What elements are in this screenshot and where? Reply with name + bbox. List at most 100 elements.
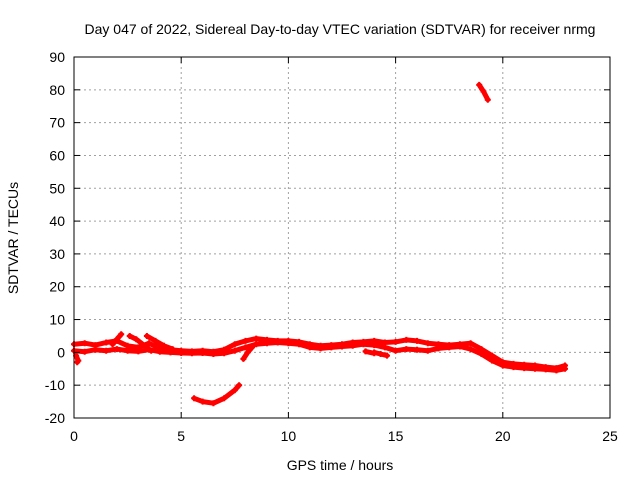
- data-point: [446, 344, 453, 351]
- data-point: [371, 342, 378, 349]
- series-layer: [71, 81, 568, 407]
- data-point: [381, 344, 388, 351]
- data-point: [169, 346, 176, 353]
- data-point: [199, 350, 206, 356]
- data-point: [499, 362, 506, 369]
- data-point: [118, 331, 125, 338]
- x-tick-label: 10: [281, 428, 297, 444]
- series-negative-dip: [191, 382, 242, 406]
- data-point: [244, 349, 251, 356]
- x-tick-label: 25: [602, 428, 618, 444]
- data-point: [210, 400, 217, 407]
- data-point: [199, 398, 206, 405]
- y-tick-labels: -20 -10 0 10 20 30 40 50 60 70 80 90: [45, 49, 65, 426]
- data-point: [521, 365, 528, 372]
- series-arc-3-5h: [144, 333, 176, 352]
- data-point: [476, 81, 483, 88]
- data-point: [362, 348, 369, 355]
- data-point: [478, 351, 485, 357]
- x-tick-label: 15: [388, 428, 404, 444]
- plot-frame: [73, 56, 611, 419]
- x-tick-labels: 0 5 10 15 20 25: [70, 428, 618, 444]
- data-point: [467, 346, 474, 353]
- data-point: [414, 337, 420, 344]
- data-point: [510, 364, 517, 371]
- data-point: [414, 346, 420, 353]
- data-point: [210, 351, 217, 357]
- data-point: [242, 337, 249, 344]
- data-point: [480, 88, 487, 95]
- data-point: [392, 338, 399, 345]
- data-point: [489, 357, 496, 364]
- data-point: [231, 347, 238, 354]
- data-point: [113, 336, 120, 343]
- data-point: [392, 347, 399, 354]
- data-point: [221, 350, 228, 357]
- y-axis-label: SDTVAR / TECUs: [5, 182, 21, 294]
- data-point: [81, 340, 88, 347]
- data-point: [240, 355, 247, 362]
- data-point: [296, 341, 303, 348]
- data-point: [403, 336, 410, 343]
- data-point: [339, 343, 345, 350]
- data-point: [424, 340, 431, 347]
- data-point: [424, 347, 431, 354]
- x-axis-label: GPS time / hours: [287, 457, 394, 473]
- data-point: [349, 342, 356, 349]
- data-point: [148, 347, 155, 354]
- y-tick-label: 10: [49, 312, 65, 328]
- x-tick-label: 5: [177, 428, 185, 444]
- data-point: [103, 347, 110, 354]
- data-point: [456, 343, 463, 350]
- data-point: [264, 340, 270, 347]
- data-point: [403, 346, 410, 353]
- data-point: [231, 341, 238, 348]
- data-point: [74, 359, 81, 366]
- y-tick-label: 0: [57, 344, 65, 360]
- data-point: [377, 351, 384, 357]
- series-arc-2-5h: [127, 333, 154, 354]
- data-point: [191, 395, 198, 402]
- data-point: [156, 348, 163, 355]
- y-tick-label: 40: [49, 213, 65, 229]
- data-point: [81, 348, 88, 355]
- chart-title: Day 047 of 2022, Sidereal Day-to-day VTE…: [85, 21, 596, 37]
- data-point: [103, 339, 110, 346]
- data-point: [317, 345, 324, 352]
- data-point: [152, 337, 159, 344]
- data-point: [236, 382, 243, 389]
- data-point: [306, 344, 313, 351]
- data-point: [126, 333, 133, 339]
- y-tick-label: 50: [49, 180, 65, 196]
- data-point: [285, 340, 292, 347]
- data-point: [135, 348, 142, 355]
- data-point: [553, 367, 560, 374]
- data-point: [133, 336, 140, 343]
- x-tick-label: 0: [70, 428, 78, 444]
- y-tick-label: 70: [49, 115, 65, 131]
- data-point: [360, 341, 367, 348]
- y-tick-label: 20: [49, 279, 65, 295]
- data-point: [484, 96, 491, 103]
- y-tick-label: -20: [45, 410, 65, 426]
- data-point: [188, 350, 195, 357]
- data-point: [274, 339, 281, 346]
- y-tick-label: 60: [49, 147, 65, 163]
- x-tick-label: 20: [495, 428, 511, 444]
- data-point: [328, 344, 335, 351]
- data-point: [141, 342, 148, 349]
- data-point: [109, 341, 116, 348]
- data-point: [253, 341, 260, 348]
- data-point: [178, 350, 185, 356]
- data-point: [146, 340, 152, 347]
- data-point: [124, 347, 131, 354]
- data-point: [532, 365, 538, 372]
- data-point: [435, 345, 442, 352]
- data-point: [371, 350, 378, 357]
- data-point: [542, 366, 549, 373]
- data-point: [562, 365, 568, 372]
- data-point: [242, 344, 249, 351]
- data-point: [143, 333, 150, 339]
- y-tick-label: 30: [49, 246, 65, 262]
